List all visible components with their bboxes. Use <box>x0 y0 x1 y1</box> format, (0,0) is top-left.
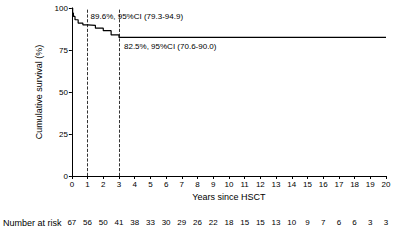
svg-text:17: 17 <box>334 180 343 189</box>
svg-text:89.6%, 95%CI (79.3-94.9): 89.6%, 95%CI (79.3-94.9) <box>91 12 184 21</box>
svg-text:15: 15 <box>303 180 312 189</box>
svg-text:75: 75 <box>59 46 68 55</box>
svg-text:1: 1 <box>85 180 90 189</box>
svg-text:15: 15 <box>256 218 265 227</box>
svg-text:3: 3 <box>384 218 389 227</box>
svg-text:56: 56 <box>83 218 92 227</box>
svg-text:26: 26 <box>193 218 202 227</box>
svg-text:4: 4 <box>132 180 137 189</box>
svg-text:Cumulative survival (%): Cumulative survival (%) <box>34 45 44 140</box>
svg-text:13: 13 <box>272 218 281 227</box>
svg-text:13: 13 <box>272 180 281 189</box>
svg-text:0: 0 <box>63 172 68 181</box>
svg-text:67: 67 <box>67 218 76 227</box>
svg-text:18: 18 <box>224 218 233 227</box>
svg-text:10: 10 <box>287 218 296 227</box>
svg-text:7: 7 <box>321 218 326 227</box>
svg-text:8: 8 <box>195 180 200 189</box>
svg-text:19: 19 <box>366 180 375 189</box>
svg-text:11: 11 <box>240 180 249 189</box>
svg-text:10: 10 <box>224 180 233 189</box>
svg-text:14: 14 <box>287 180 296 189</box>
svg-text:3: 3 <box>117 180 122 189</box>
svg-text:29: 29 <box>177 218 186 227</box>
svg-text:41: 41 <box>115 218 124 227</box>
svg-text:6: 6 <box>352 218 357 227</box>
svg-text:82.5%, 95%CI (70.6-90.0): 82.5%, 95%CI (70.6-90.0) <box>124 42 217 51</box>
svg-text:2: 2 <box>101 180 106 189</box>
svg-text:9: 9 <box>211 180 216 189</box>
svg-text:16: 16 <box>319 180 328 189</box>
svg-text:Years since HSCT: Years since HSCT <box>192 192 266 202</box>
svg-text:30: 30 <box>162 218 171 227</box>
svg-text:50: 50 <box>59 88 68 97</box>
svg-text:7: 7 <box>180 180 185 189</box>
svg-text:20: 20 <box>382 180 391 189</box>
svg-text:9: 9 <box>305 218 310 227</box>
svg-text:18: 18 <box>350 180 359 189</box>
svg-text:0: 0 <box>70 180 75 189</box>
svg-text:33: 33 <box>146 218 155 227</box>
svg-text:Number at risk: Number at risk <box>3 218 62 228</box>
svg-text:3: 3 <box>368 218 373 227</box>
svg-text:100: 100 <box>55 4 69 13</box>
svg-text:6: 6 <box>164 180 169 189</box>
svg-text:5: 5 <box>148 180 153 189</box>
svg-text:12: 12 <box>256 180 265 189</box>
svg-text:22: 22 <box>209 218 218 227</box>
svg-text:38: 38 <box>130 218 139 227</box>
svg-text:15: 15 <box>240 218 249 227</box>
svg-text:50: 50 <box>99 218 108 227</box>
svg-text:6: 6 <box>337 218 342 227</box>
svg-text:25: 25 <box>59 130 68 139</box>
